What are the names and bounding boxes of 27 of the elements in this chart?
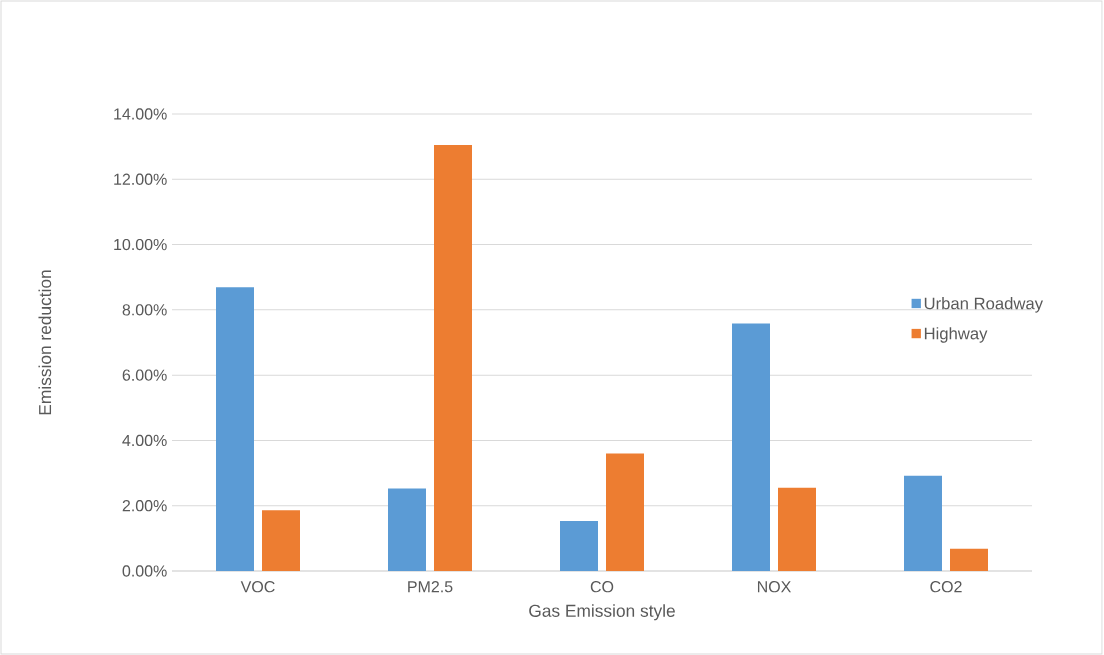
bar <box>262 510 300 571</box>
legend-label: Urban Roadway <box>924 297 1043 313</box>
x-axis-title: Gas Emission style <box>529 604 675 621</box>
bar <box>732 323 770 571</box>
y-tick-label: 14.00% <box>114 108 167 120</box>
bar <box>388 488 426 571</box>
y-axis-title: Emission reduction <box>38 270 52 415</box>
y-tick-label: 4.00% <box>122 434 167 447</box>
y-tick-label: 2.00% <box>122 500 167 512</box>
y-tick-label: 0.00% <box>122 565 167 577</box>
y-tick-label: 8.00% <box>122 304 167 316</box>
bar <box>434 145 472 571</box>
bar <box>216 287 254 571</box>
bar <box>950 548 988 571</box>
x-tick-label: PM2.5 <box>408 581 453 593</box>
x-tick-label: VOC <box>240 581 275 593</box>
y-tick-label: 6.00% <box>122 369 167 381</box>
y-tick-label: 12.00% <box>114 173 167 185</box>
bar <box>606 453 644 571</box>
x-tick-label: CO2 <box>930 581 962 593</box>
x-tick-label: CO <box>590 581 614 593</box>
x-tick-label: NOX <box>757 581 791 593</box>
bar <box>778 487 816 571</box>
bar <box>904 475 942 571</box>
y-tick-label: 10.00% <box>114 238 167 251</box>
bar <box>560 521 598 571</box>
legend-label: Highway <box>924 327 988 343</box>
